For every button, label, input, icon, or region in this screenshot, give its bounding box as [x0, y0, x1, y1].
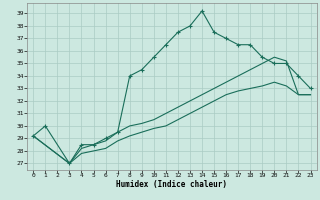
X-axis label: Humidex (Indice chaleur): Humidex (Indice chaleur) [116, 180, 228, 189]
